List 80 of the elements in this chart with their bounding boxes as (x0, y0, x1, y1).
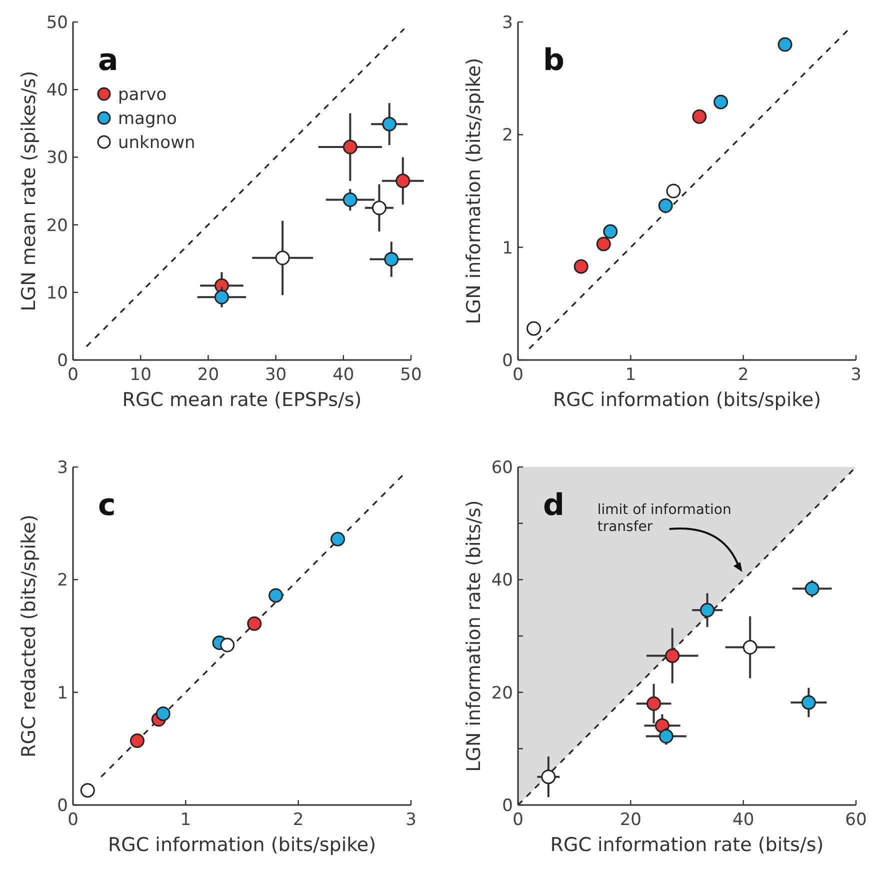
x-tick-label: 60 (845, 810, 867, 830)
point (156, 706, 170, 721)
y-tick-label: 10 (46, 283, 68, 304)
x-tick-label: 2 (738, 365, 749, 385)
point (382, 116, 397, 132)
x-tick-label: 2 (292, 810, 304, 830)
point (330, 532, 346, 546)
point (804, 581, 820, 596)
x-tick-label: 30 (264, 365, 287, 385)
x-tick-label: 1 (625, 365, 636, 385)
point (714, 94, 728, 110)
point (80, 783, 95, 798)
y-tick-label: 50 (46, 12, 68, 33)
point (342, 192, 358, 208)
y-axis-title: LGN information rate (bits/s) (463, 500, 485, 772)
point (384, 252, 399, 267)
point (526, 321, 542, 336)
point (214, 290, 229, 304)
y-tick-label: 0 (57, 350, 68, 371)
y-tick-label: 40 (46, 80, 68, 101)
y-tick-label: 20 (491, 683, 513, 704)
y-tick-label: 0 (502, 350, 513, 371)
y-tick-label: 3 (502, 12, 513, 33)
text: c (98, 488, 116, 523)
x-tick-label: 3 (850, 365, 862, 385)
y-tick-label: 0 (502, 796, 513, 816)
legend-label: parvo (118, 84, 167, 105)
x-tick-label: 1 (180, 810, 192, 830)
y-tick-label: 20 (46, 216, 68, 236)
point (275, 250, 290, 266)
y-axis-title: LGN mean rate (spikes/s) (18, 70, 40, 312)
point (596, 236, 611, 252)
y-tick-label: 2 (502, 126, 513, 146)
y-tick-label: 0 (57, 796, 68, 816)
point (396, 174, 410, 188)
x-tick-label: 3 (406, 810, 416, 830)
x-tick-label: 20 (197, 365, 220, 385)
x-tick-label: 40 (732, 810, 754, 830)
point (658, 198, 673, 213)
point (665, 648, 680, 663)
x-tick-label: 20 (620, 810, 642, 830)
x-tick-label: 50 (400, 365, 422, 385)
y-axis-title: RGC redacted (bits/spike) (18, 514, 40, 758)
y-tick-label: 2 (57, 570, 68, 591)
point (646, 696, 662, 711)
x-tick-label: 40 (332, 365, 354, 385)
y-tick-label: 30 (46, 148, 68, 168)
legend-label: unknown (118, 132, 196, 153)
point (801, 695, 816, 710)
y-tick-label: 1 (57, 683, 68, 704)
point (220, 638, 235, 652)
point (692, 109, 707, 124)
point (700, 602, 715, 618)
point (603, 224, 618, 239)
y-axis-title: LGN information (bits/spike) (463, 58, 485, 324)
point (342, 140, 358, 154)
point (247, 616, 262, 631)
point (666, 184, 681, 198)
y-tick-label: 60 (491, 458, 513, 478)
y-tick-label: 1 (502, 238, 513, 258)
point (130, 734, 144, 748)
point (658, 729, 674, 744)
x-axis-title: RGC information rate (bits/s) (550, 834, 824, 856)
x-axis-title: RGC information (bits/spike) (108, 834, 376, 856)
point (574, 259, 588, 274)
point (742, 640, 758, 655)
x-axis-title: RGC information (bits/spike) (552, 389, 822, 411)
point (541, 770, 556, 784)
point (778, 37, 792, 52)
text: b (543, 43, 564, 78)
point (372, 200, 386, 216)
y-tick-label: 3 (57, 458, 68, 478)
text: a (98, 43, 118, 78)
point (268, 588, 284, 603)
y-tick-label: 40 (491, 570, 513, 591)
text: d (543, 488, 564, 523)
annotation: limit of information transfer (597, 502, 732, 536)
x-tick-label: 10 (130, 365, 152, 385)
legend-label: magno (118, 108, 177, 129)
x-axis-title: RGC mean rate (EPSPs/s) (122, 389, 362, 411)
